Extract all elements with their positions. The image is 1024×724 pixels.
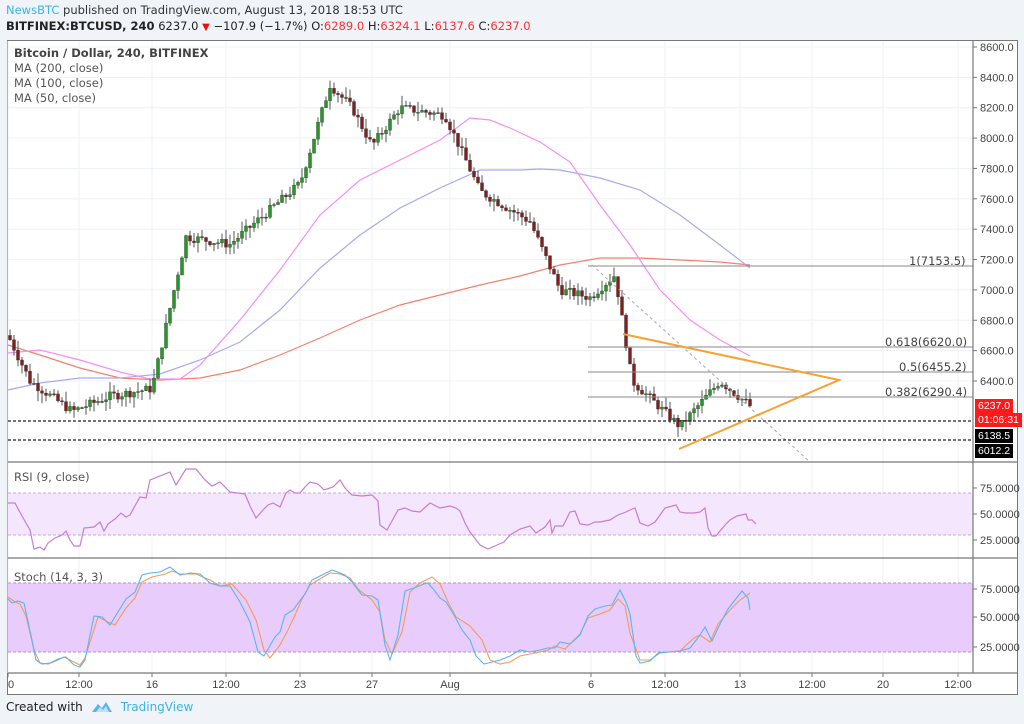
- svg-text:23: 23: [294, 679, 306, 691]
- svg-text:12:00: 12:00: [651, 679, 679, 691]
- svg-text:75.0000: 75.0000: [980, 483, 1020, 495]
- svg-text:12:00: 12:00: [944, 679, 972, 691]
- close-value: 6237.0: [490, 19, 531, 33]
- svg-text:25.0000: 25.0000: [980, 535, 1020, 547]
- svg-text:12:00: 12:00: [65, 679, 93, 691]
- svg-text:75.0000: 75.0000: [980, 584, 1020, 596]
- price-axis[interactable]: 8600.0 8400.0 8200.0 8000.0 7800.0 7600.0 7400…: [973, 42, 1014, 388]
- created-with-text: Created with: [6, 700, 83, 714]
- svg-text:Aug: Aug: [440, 679, 460, 691]
- low-label: L:: [424, 19, 435, 33]
- ohlc-header: BITFINEX:BTCUSD, 240 6237.0 ▼ −107.9 (−1…: [6, 19, 531, 33]
- last-price-label: 6237.0: [975, 399, 1014, 413]
- publish-info: NewsBTC published on TradingView.com, Au…: [6, 3, 403, 17]
- svg-text:16: 16: [146, 679, 158, 691]
- svg-text:6: 6: [588, 679, 594, 691]
- stoch-k-line: [7, 566, 751, 668]
- open-value: 6289.0: [323, 19, 365, 33]
- svg-text:12:00: 12:00: [212, 679, 240, 691]
- fib-label-0382: 0.382(6290.4): [885, 385, 968, 399]
- price-change: −107.9 (−1.7%): [213, 19, 308, 33]
- tradingview-cloud-icon: [91, 702, 112, 712]
- fib-label-1: 1(7153.5): [909, 254, 966, 268]
- svg-text:7800.0: 7800.0: [980, 163, 1014, 175]
- svg-text:7600.0: 7600.0: [980, 194, 1014, 206]
- stoch-d-line: [7, 570, 751, 666]
- svg-text:6600.0: 6600.0: [980, 346, 1014, 358]
- high-label: H:: [367, 19, 381, 33]
- open-label: O:: [311, 19, 324, 33]
- svg-text:0: 0: [8, 679, 14, 691]
- stoch-band: [8, 583, 973, 652]
- rsi-line: [8, 468, 757, 551]
- bar-countdown-label: 01:06:31: [975, 413, 1022, 427]
- fib-label-05: 0.5(6455.2): [899, 360, 967, 374]
- ma50-line: [7, 117, 751, 380]
- svg-text:8200.0: 8200.0: [980, 103, 1014, 115]
- candlestick-series: [8, 80, 752, 437]
- low-value: 6137.6: [434, 19, 475, 33]
- stoch-axis: 75.0000 50.0000 25.0000: [973, 584, 1020, 654]
- svg-text:50.0000: 50.0000: [980, 612, 1020, 624]
- svg-text:50.0000: 50.0000: [980, 509, 1020, 521]
- footer: Created with TradingView: [6, 700, 193, 714]
- svg-text:7200.0: 7200.0: [980, 255, 1014, 267]
- grid-lines: [7, 41, 973, 673]
- chart-title: Bitcoin / Dollar, 240, BITFINEX: [14, 46, 209, 60]
- svg-text:27: 27: [366, 679, 378, 691]
- down-triangle-icon: ▼: [202, 22, 210, 33]
- svg-text:7400.0: 7400.0: [980, 224, 1014, 236]
- ma100-line: [7, 168, 751, 391]
- legend-ma50[interactable]: MA (50, close): [14, 91, 96, 105]
- svg-text:20: 20: [877, 679, 889, 691]
- svg-text:8000.0: 8000.0: [980, 133, 1014, 145]
- svg-text:25.0000: 25.0000: [980, 642, 1020, 654]
- svg-text:6800.0: 6800.0: [980, 315, 1014, 327]
- tradingview-link[interactable]: TradingView: [120, 700, 194, 714]
- legend-stoch[interactable]: Stoch (14, 3, 3): [14, 570, 103, 584]
- last-price: 6237.0: [158, 19, 199, 33]
- triangle-pattern: [622, 333, 843, 450]
- symbol-label: BITFINEX:BTCUSD, 240: [6, 19, 155, 33]
- svg-text:6400.0: 6400.0: [980, 376, 1014, 388]
- published-text: published on TradingView.com, August 13,…: [59, 3, 403, 17]
- time-axis[interactable]: 0 12:00 16 12:00 23 27 Aug 6 12:00 13 12:00 20 12:00: [7, 673, 972, 691]
- rsi-axis: 75.0000 50.0000 25.0000: [973, 483, 1020, 547]
- svg-text:7000.0: 7000.0: [980, 285, 1014, 297]
- legend-ma200[interactable]: MA (200, close): [14, 61, 104, 75]
- support-label-1: 6138.5: [975, 429, 1014, 443]
- rsi-band: [8, 493, 973, 535]
- legend-ma100[interactable]: MA (100, close): [14, 76, 104, 90]
- support-label-2: 6012.2: [975, 444, 1014, 458]
- publisher-link[interactable]: NewsBTC: [6, 3, 60, 17]
- high-value: 6324.1: [380, 19, 421, 33]
- fibonacci-retracement: [588, 265, 973, 398]
- ma200-line: [7, 257, 751, 381]
- dotted-trendline: [591, 264, 811, 463]
- svg-text:13: 13: [734, 679, 746, 691]
- legend-rsi[interactable]: RSI (9, close): [14, 470, 90, 484]
- svg-text:8400.0: 8400.0: [980, 72, 1014, 84]
- close-label: C:: [478, 19, 491, 33]
- svg-text:12:00: 12:00: [798, 679, 826, 691]
- fib-label-0618: 0.618(6620.0): [885, 335, 968, 349]
- svg-text:8600.0: 8600.0: [980, 42, 1014, 54]
